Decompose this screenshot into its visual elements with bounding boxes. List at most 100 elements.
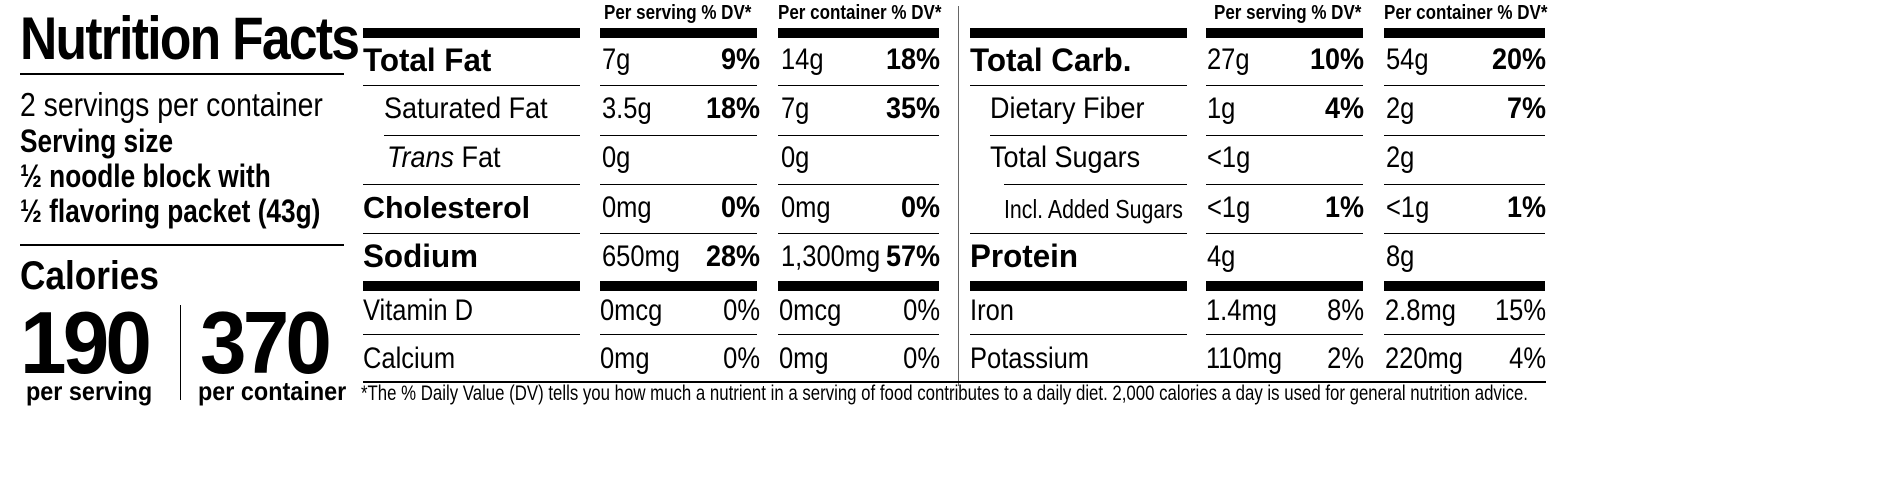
top-thick-bar [1384,28,1545,38]
row-divider [384,135,580,136]
row-divider [600,334,757,335]
row-divider [1384,184,1545,185]
row-divider [1206,85,1363,86]
per-container-amount: 8g [1386,240,1415,273]
calories-per-serving-label: per serving [26,376,153,406]
per-container-amount: 2g [1386,92,1415,125]
per-serving-amount: 1g [1207,92,1236,125]
serving-size-label: Serving size [20,123,174,159]
calories-label: Calories [20,254,159,298]
per-container-amount: 0mg [779,342,829,375]
nutrient-name: Potassium [970,342,1090,375]
nutrient-name: Total Sugars [990,141,1141,174]
row-divider [1004,184,1187,185]
row-divider [1384,334,1545,335]
divider [20,73,344,75]
row-divider [778,184,939,185]
per-serving-amount: 0mg [602,191,652,224]
thick-bar [1384,281,1545,291]
thick-bar [778,281,939,291]
row-divider [1206,135,1363,136]
nutrient-name: Dietary Fiber [990,92,1145,125]
top-thick-bar [363,28,580,38]
row-divider [1384,85,1545,86]
footnote: *The % Daily Value (DV) tells you how mu… [361,382,1528,405]
per-serving-dv: 1% [1324,191,1364,224]
header-per-serving-left: Per serving % DV* [604,2,752,24]
nutrient-name: Trans Fat [387,141,501,175]
per-serving-dv: 0% [723,294,760,327]
row-divider [600,184,757,185]
per-serving-dv: 0% [723,342,760,375]
per-serving-dv: 18% [706,92,761,125]
per-container-amount: 2g [1386,141,1415,174]
row-divider [600,135,757,136]
per-serving-dv: 2% [1327,342,1364,375]
per-serving-amount: 7g [602,43,631,76]
per-container-dv: 57% [885,240,940,273]
row-divider [363,334,580,335]
per-container-amount: 7g [781,92,810,125]
header-per-container-left: Per container % DV* [778,2,942,24]
per-container-dv: 20% [1491,43,1546,76]
nutrient-name: Iron [970,294,1014,327]
per-container-dv: 15% [1494,294,1546,327]
per-serving-dv: 4% [1324,92,1364,125]
per-container-amount: 0mcg [779,294,842,327]
nutrition-facts-title: Nutrition Facts [20,5,360,72]
per-serving-dv: 0% [720,191,760,224]
footnote-divider [363,381,1546,383]
per-container-amount: 54g [1386,43,1429,76]
thick-bar [1206,281,1363,291]
row-divider [363,85,580,86]
header-per-container-right: Per container % DV* [1384,2,1548,24]
per-serving-amount: 110mg [1206,342,1283,375]
row-divider [778,233,939,234]
nutrient-name: Total Carb. [970,42,1132,78]
serving-size-line1: ½ noodle block with [20,158,271,194]
nutrient-name: Calcium [363,342,456,375]
per-serving-amount: <1g [1207,191,1251,224]
thick-bar [600,281,757,291]
per-serving-amount: 27g [1207,43,1250,76]
top-thick-bar [778,28,939,38]
calories-divider [180,305,181,400]
per-serving-amount: 0mg [600,342,650,375]
column-divider [958,6,959,386]
nutrient-name: Cholesterol [363,190,531,225]
row-divider [778,334,939,335]
per-container-dv: 1% [1506,191,1546,224]
per-container-dv: 0% [903,294,940,327]
serving-size-line2: ½ flavoring packet (43g) [20,193,321,229]
row-divider [778,85,939,86]
per-container-dv: 7% [1506,92,1546,125]
row-divider [1206,233,1363,234]
per-container-amount: 1,300mg [781,240,881,273]
calories-per-container-value: 370 [200,293,332,392]
per-serving-amount: 0g [602,141,631,174]
nutrient-name: Saturated Fat [384,92,548,125]
per-serving-amount: 4g [1207,240,1236,273]
row-divider [1384,233,1545,234]
nutrient-name-italic: Trans [387,141,455,174]
row-divider [363,233,580,234]
per-serving-amount: 3.5g [602,92,652,125]
per-container-amount: 0g [781,141,810,174]
row-divider [1384,135,1545,136]
row-divider [363,184,580,185]
per-container-dv: 0% [903,342,940,375]
row-divider [1206,184,1363,185]
nutrient-name: Incl. Added Sugars [1004,194,1183,224]
per-container-dv: 0% [900,191,940,224]
per-container-dv: 35% [885,92,940,125]
per-container-amount: 14g [781,43,824,76]
nutrient-name: Total Fat [363,42,492,78]
per-serving-amount: <1g [1207,141,1251,174]
top-thick-bar [600,28,757,38]
servings-per-container: 2 servings per container [20,86,323,123]
per-serving-amount: 650mg [602,240,680,273]
per-serving-dv: 8% [1327,294,1364,327]
row-divider [600,85,757,86]
per-serving-amount: 0mcg [600,294,663,327]
per-serving-dv: 9% [720,43,760,76]
